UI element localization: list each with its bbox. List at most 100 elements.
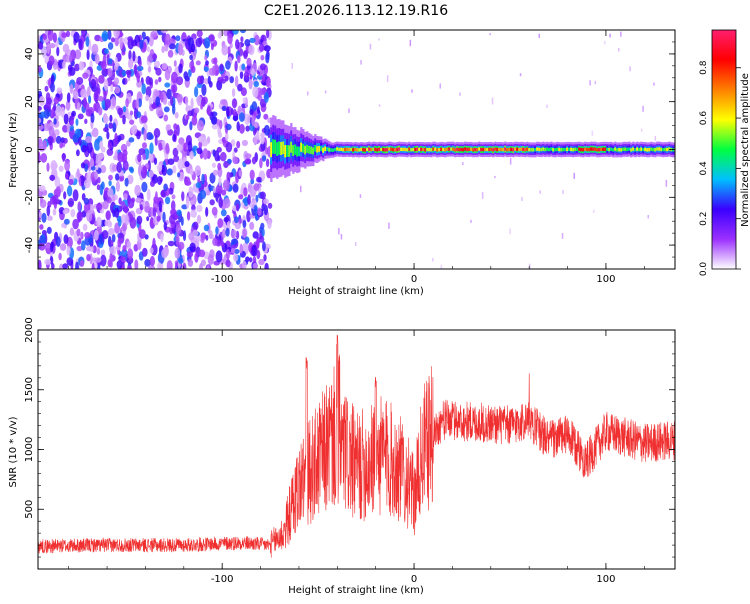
spectrogram-signal-cell [288, 145, 291, 157]
spectrogram-noise-cell [99, 140, 104, 150]
spectrogram-noise-cell [209, 199, 215, 206]
spectrogram-noise-cell [59, 263, 64, 269]
spectrogram-noise-cell [188, 69, 192, 78]
spectrogram-signal-cell [324, 146, 327, 152]
spectrogram-noise-cell [149, 142, 154, 155]
spectrogram-noise-cell [38, 138, 43, 150]
spectrogram-noise-cell [238, 194, 244, 200]
colorbar: 0.0 0.2 0.4 0.6 0.8 Normalized spectral ampl… [699, 29, 750, 276]
spectrogram-noise-cell [217, 218, 224, 229]
spectrogram-noise-cell [127, 36, 133, 42]
spectrogram-noise-cell [219, 63, 224, 72]
spectrogram-noise-cell [38, 211, 43, 219]
spectrogram-noise-cell [171, 71, 178, 84]
spectrogram-noise-cell [115, 173, 120, 181]
spectrogram-noise-cell [167, 158, 175, 165]
spectrogram-noise-cell [189, 168, 194, 176]
spectrogram-noise-cell [53, 118, 57, 125]
spectrogram-signal-cell [590, 147, 593, 151]
spectrogram-noise-cell [63, 191, 67, 200]
spectrogram-noise-cell [225, 227, 230, 237]
spectrogram-noise-cell [139, 39, 144, 50]
spectrogram-noise-cell [66, 123, 70, 134]
spectrogram-noise-cell [169, 214, 176, 225]
spectrogram-signal-cell [408, 147, 411, 151]
spectrogram-noise-cell [161, 248, 169, 259]
spectrogram-noise-cell [44, 258, 51, 265]
spectrogram-noise-cell [49, 43, 56, 49]
spectrogram-speck [539, 190, 541, 194]
spectrogram-signal-cell [466, 147, 469, 152]
spectrogram-noise-cell [152, 237, 156, 250]
spectrogram-signal-cell [660, 147, 663, 152]
spectrogram-noise-cell [155, 67, 162, 76]
spectrogram-signal-cell [274, 139, 277, 154]
spectrogram-signal-cell [350, 147, 353, 152]
spectrogram-noise-cell [81, 144, 88, 153]
spectrogram-noise-cell [104, 98, 111, 109]
spectrogram-signal-cell [588, 147, 591, 152]
spectrogram-noise-cell [166, 260, 173, 269]
spectrogram-noise-cell [245, 125, 250, 132]
spectrogram-speck [348, 108, 350, 113]
spectrogram-noise-cell [122, 245, 127, 252]
spectrogram-noise-cell [253, 205, 258, 213]
spectrogram-noise-cell [211, 123, 218, 130]
spectrogram-noise-cell [107, 42, 114, 50]
spectrogram-noise-cell [72, 189, 79, 202]
spectrogram-noise-cell [172, 147, 179, 157]
spectrogram-noise-cell [149, 247, 154, 254]
spectrogram-noise-cell [73, 31, 80, 43]
spectrogram-noise-cell [78, 137, 82, 146]
spectrogram-signal-cell [342, 148, 345, 152]
spectrogram-noise-cell [243, 187, 248, 197]
spectrogram-noise-cell [105, 210, 111, 221]
spectrogram-noise-cell [192, 229, 199, 237]
spectrogram-noise-cell [177, 172, 181, 178]
spectrogram-signal-cell [460, 147, 463, 152]
spectrogram-signal-cell [336, 147, 339, 151]
spectrogram-noise-cell [204, 37, 211, 49]
spectrogram-noise-cell [175, 234, 180, 246]
spectrogram-noise-cell [145, 94, 150, 102]
spectrogram-signal-cell [340, 147, 343, 151]
spectrogram-signal-cell [286, 145, 289, 157]
spectrogram-noise-cell [160, 92, 164, 103]
spectrogram-noise-cell [250, 178, 255, 185]
spectrogram-signal-cell [362, 148, 365, 152]
spectrogram-noise-cell [69, 55, 73, 63]
spectrogram-noise-cell [165, 196, 171, 205]
spectrogram-noise-cell [104, 220, 109, 227]
spectrogram-noise-cell [252, 85, 259, 98]
spectrogram-signal-cell [436, 148, 439, 152]
spectrogram-noise-cell [173, 60, 177, 67]
spectrogram-noise-cell [136, 215, 143, 225]
spectrogram-signal-cell [532, 148, 535, 152]
spectrogram-signal-cell [326, 146, 329, 152]
spectrogram-noise-cell [69, 227, 75, 236]
spectrogram-noise-cell [207, 254, 214, 266]
spectrogram-signal-cell [658, 147, 661, 151]
spectrogram-noise-cell [231, 238, 238, 245]
spectrogram-y-tick-label: 20 [24, 95, 35, 108]
spectrogram-noise-cell [252, 231, 259, 239]
spectrogram-noise-cell [59, 243, 67, 251]
spectrogram-noise-cell [230, 248, 236, 254]
spectrogram-noise-cell [224, 75, 229, 82]
spectrogram-noise-cell [76, 77, 84, 85]
spectrogram-noise-cell [239, 71, 244, 80]
spectrogram-noise-cell [191, 116, 198, 126]
spectrogram-noise-cell [225, 142, 233, 153]
spectrogram-signal-cell [634, 148, 637, 152]
spectrogram-noise-cell [232, 115, 239, 121]
spectrogram-signal-cell [606, 147, 609, 151]
spectrogram-noise-cell [167, 240, 175, 247]
spectrogram-noise-cell [197, 75, 203, 85]
spectrogram-noise-cell [177, 43, 183, 56]
spectrogram-noise-cell [196, 204, 203, 213]
spectrogram-noise-cell [144, 259, 151, 267]
spectrogram-speck [369, 43, 372, 50]
spectrogram-noise-cell [128, 137, 135, 143]
spectrogram-signal-cell [310, 146, 313, 154]
spectrogram-noise-cell [206, 265, 210, 269]
